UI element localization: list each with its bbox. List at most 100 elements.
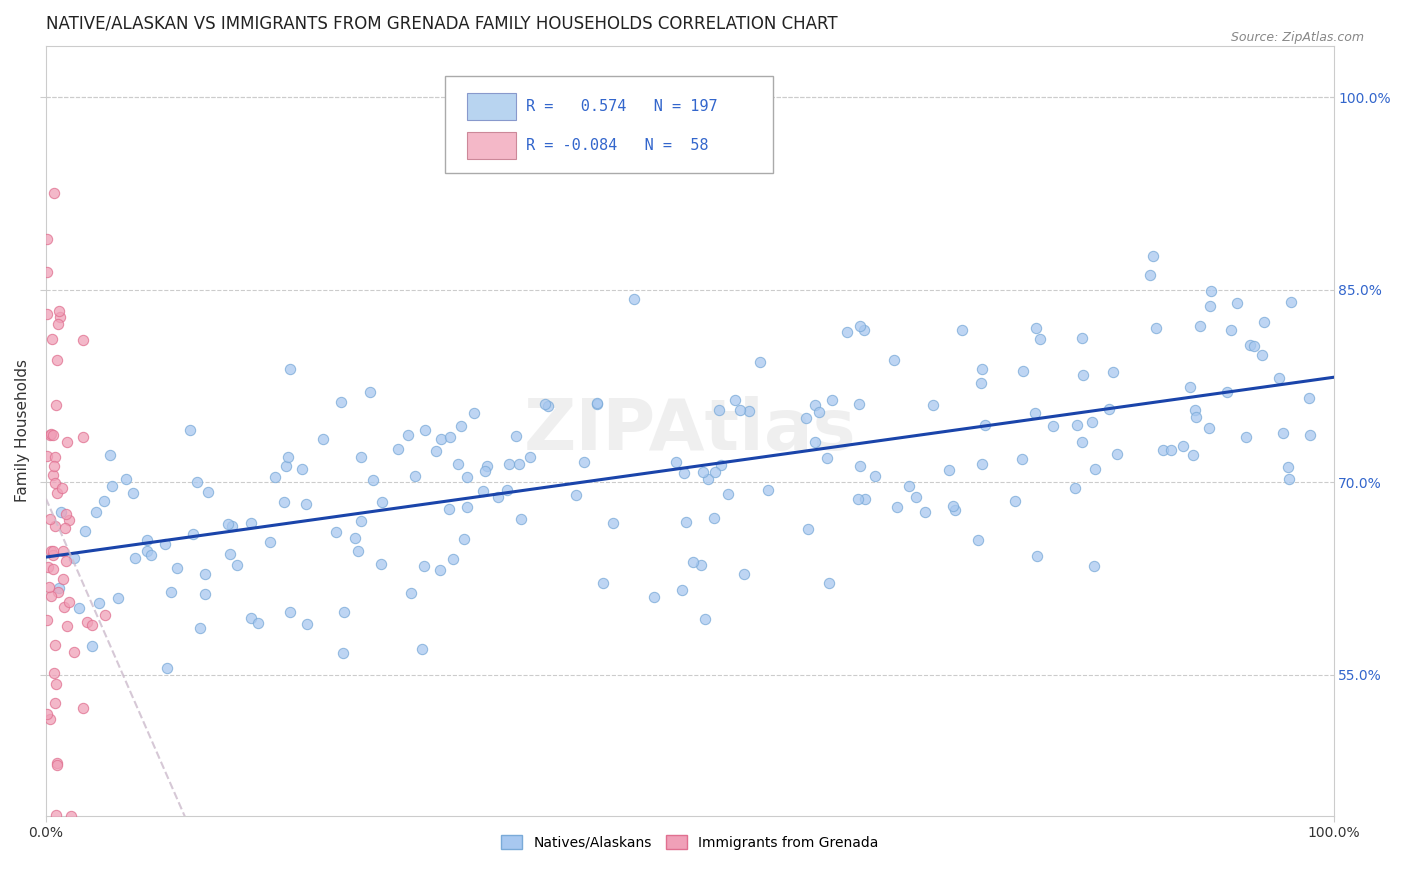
Point [37,449,59,463]
Point [37,265,59,279]
Point [82,639,104,653]
Point [950,323,973,337]
Point [886,500,908,515]
Point [82,617,104,632]
Point [39,427,62,442]
Point [1253,315,1275,329]
Point [453,533,475,547]
Point [295,616,318,631]
Point [346,544,368,558]
Point [1004,493,1026,508]
Point [325,524,347,539]
Point [1278,472,1301,486]
Point [689,558,711,572]
Point [56,434,79,449]
Point [135,533,157,547]
Point [1083,558,1105,573]
Point [429,432,451,446]
Text: R = -0.084   N =  58: R = -0.084 N = 58 [526,137,709,153]
Point [51,544,73,558]
Point [510,512,533,526]
Point [1201,284,1223,298]
Point [794,411,817,425]
Point [863,469,886,483]
Point [55,554,77,568]
Point [72,701,94,715]
Point [42,544,65,558]
Point [62,551,84,566]
Point [219,547,242,561]
Point [602,516,624,531]
Point [332,646,354,660]
Point [1220,323,1243,337]
Point [45,756,67,771]
Point [883,352,905,367]
Point [1236,430,1258,444]
Point [38,581,60,595]
Point [1070,435,1092,450]
Point [756,483,779,498]
Point [405,469,427,483]
Point [534,397,557,411]
Point [156,661,179,675]
Point [53,521,76,535]
Point [52,599,75,614]
Point [1139,268,1161,283]
Point [592,576,614,591]
Point [155,537,177,551]
Point [1011,451,1033,466]
Point [115,472,138,486]
Point [796,522,818,536]
Point [1173,439,1195,453]
Point [496,483,519,497]
Point [943,503,966,517]
Point [439,430,461,444]
Point [45,399,67,413]
Point [46,486,69,500]
Point [804,398,827,412]
Point [1268,371,1291,385]
Point [815,451,838,466]
Point [312,432,335,446]
Point [1182,448,1205,462]
Point [474,464,496,478]
Point [692,465,714,479]
Point [363,473,385,487]
Point [803,434,825,449]
Point [1024,406,1046,420]
Point [136,544,159,558]
Point [564,488,586,502]
Point [682,555,704,569]
Point [413,423,436,437]
Point [710,458,733,472]
Point [55,507,77,521]
Point [42,562,65,576]
Point [197,485,219,500]
Point [1107,447,1129,461]
Point [1189,319,1212,334]
Point [399,586,422,600]
Point [246,615,269,630]
Point [186,475,208,490]
Point [848,491,870,506]
Point [852,323,875,337]
Point [437,501,460,516]
Point [370,557,392,571]
Point [38,712,60,726]
Point [48,581,70,595]
Point [44,666,66,681]
Point [98,448,121,462]
Point [970,457,993,471]
Point [44,518,66,533]
Point [704,465,727,479]
Point [226,558,249,572]
Point [429,563,451,577]
Point [122,486,145,500]
Point [716,487,738,501]
Point [39,589,62,603]
Point [1185,409,1208,424]
Point [291,462,314,476]
Point [1029,332,1052,346]
Point [63,645,86,659]
Point [1142,249,1164,263]
